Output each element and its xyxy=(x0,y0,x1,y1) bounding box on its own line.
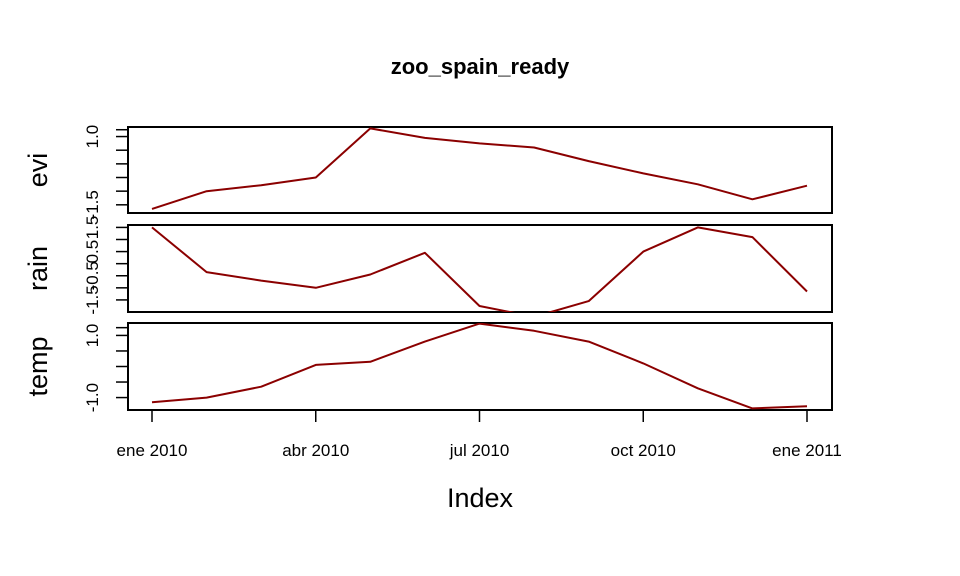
x-tick-label: abr 2010 xyxy=(282,441,349,460)
y-tick-label: -1.5 xyxy=(83,285,102,314)
y-tick-label: 0.5 xyxy=(83,240,102,264)
panel-frame xyxy=(127,224,833,313)
x-axis-label: Index xyxy=(447,483,514,513)
panel-rain: 1.50.5-0.5-1.5 rain xyxy=(23,216,833,315)
x-tick-label: jul 2010 xyxy=(449,441,510,460)
y-tick-label: -1.5 xyxy=(83,190,102,219)
series-line-temp xyxy=(151,323,808,410)
series-line-rain xyxy=(151,226,808,312)
panel-evi: 1.0 -1.5 evi xyxy=(23,125,833,219)
x-tick-label: ene 2011 xyxy=(772,441,842,460)
x-tick-label: oct 2010 xyxy=(611,441,676,460)
panel-frame xyxy=(127,322,833,411)
y-tick-label: -1.0 xyxy=(83,383,102,412)
y-axis-label-temp: temp xyxy=(23,336,53,396)
y-tick-label: 1.5 xyxy=(83,216,102,240)
panel-temp: 1.0 -1.0 temp xyxy=(23,322,833,412)
y-axis-label-rain: rain xyxy=(23,246,53,291)
chart-title: zoo_spain_ready xyxy=(391,54,570,79)
panel-frame xyxy=(127,126,833,214)
y-tick-label: 1.0 xyxy=(83,125,102,149)
y-tick-label: 1.0 xyxy=(83,324,102,348)
y-axis-label-evi: evi xyxy=(23,153,53,188)
series-line-evi xyxy=(151,127,808,210)
x-tick-label: ene 2010 xyxy=(117,441,188,460)
x-axis: ene 2010 abr 2010 jul 2010 oct 2010 ene 2011 xyxy=(117,410,842,460)
y-tick-label: -0.5 xyxy=(83,261,102,290)
